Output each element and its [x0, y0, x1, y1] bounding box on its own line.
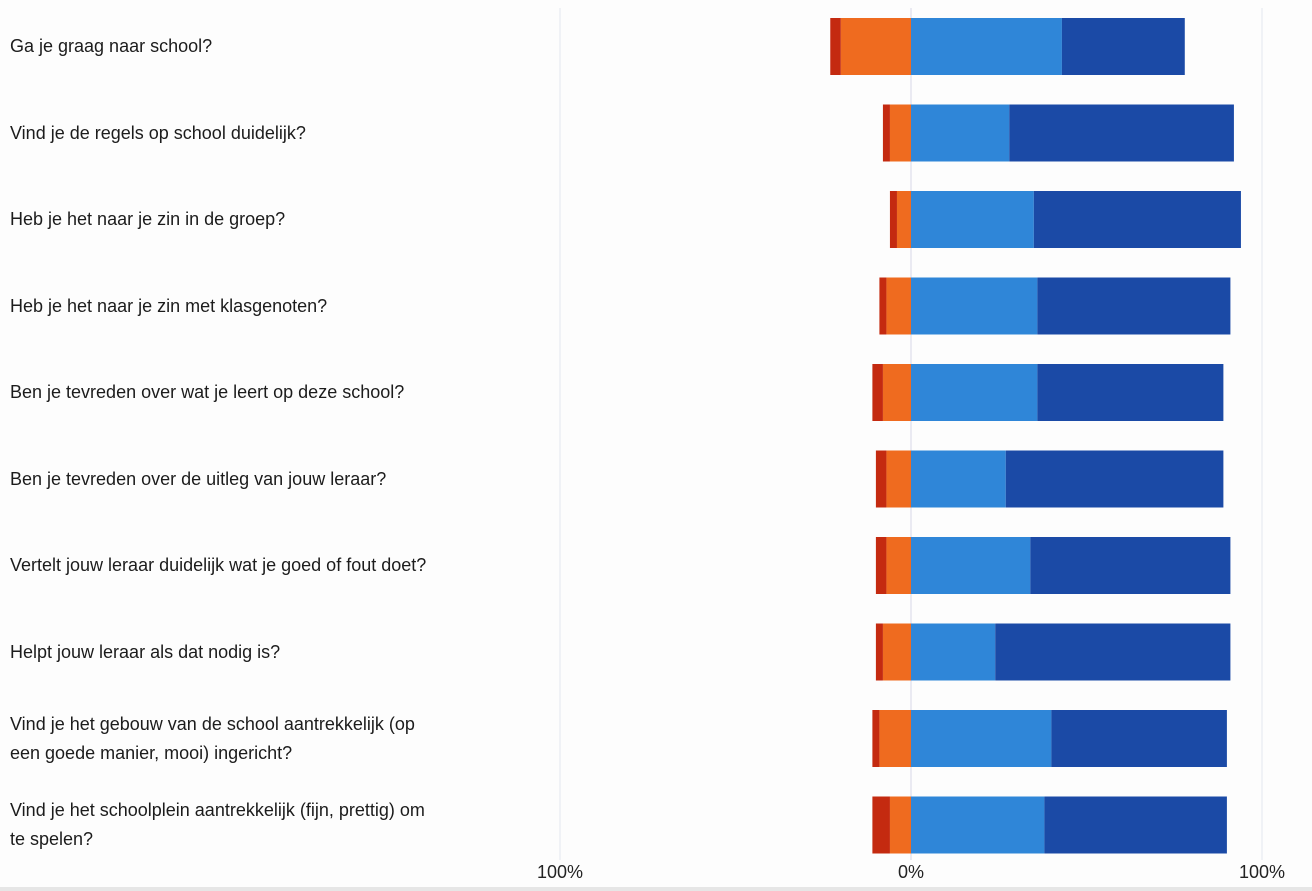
bar-segment-very-negative: [889, 191, 897, 248]
question-label: Heb je het naar je zin in de groep?: [10, 209, 286, 229]
bar-segment-very-positive: [995, 623, 1231, 681]
bar-segment-very-positive: [1009, 104, 1234, 162]
bar-segment-negative: [889, 104, 911, 162]
bar-segment-positive: [911, 277, 1038, 335]
question-label: Ga je graag naar school?: [10, 36, 213, 56]
bar-segment-negative: [882, 364, 911, 421]
bar-segment-very-negative: [830, 18, 841, 75]
bar-segment-very-positive: [1051, 710, 1227, 767]
bar-segment-very-negative: [875, 450, 887, 508]
bar-segment-positive: [911, 623, 996, 681]
bar-segment-negative: [879, 710, 911, 767]
bar-segment-negative: [886, 450, 911, 508]
question-label: Vind je de regels op school duidelijk?: [10, 122, 306, 143]
bar-segment-positive: [911, 450, 1006, 508]
bar-segment-negative: [882, 623, 911, 681]
bar-segment-negative: [886, 537, 911, 594]
bar-segment-very-negative: [879, 277, 887, 335]
bar-segment-negative: [840, 18, 911, 75]
question-label: Vertelt jouw leraar duidelijk wat je goe…: [10, 555, 427, 575]
bar-segment-very-negative: [872, 364, 883, 421]
bar-segment-very-negative: [872, 796, 890, 854]
x-tick-label: 100%: [1238, 862, 1286, 882]
bar-segment-positive: [911, 796, 1045, 854]
bar-segment-very-positive: [1005, 450, 1224, 508]
bar-segment-positive: [911, 537, 1031, 594]
bar-segment-very-positive: [1044, 796, 1227, 854]
bar-segment-very-positive: [1061, 18, 1185, 75]
bar-segment-very-negative: [872, 710, 880, 767]
question-label: Vind je het schoolplein aantrekkelijk (f…: [10, 800, 425, 849]
question-label: Ben je tevreden over de uitleg van jouw …: [10, 468, 387, 489]
x-tick-label: 100%: [536, 862, 584, 882]
bar-segment-negative: [889, 796, 911, 854]
bar-segment-very-positive: [1037, 364, 1224, 421]
bar-segment-very-positive: [1033, 191, 1241, 248]
bar-segment-positive: [911, 104, 1010, 162]
question-label: Ben je tevreden over wat je leert op dez…: [10, 382, 405, 402]
bar-segment-positive: [911, 710, 1052, 767]
bar-segment-very-positive: [1030, 537, 1231, 594]
bar-segment-very-negative: [882, 104, 890, 162]
question-label: Vind je het gebouw van de school aantrek…: [10, 713, 415, 763]
bar-segment-positive: [911, 191, 1034, 248]
question-label: Helpt jouw leraar als dat nodig is?: [10, 641, 281, 662]
x-tick-label: 0%: [897, 862, 925, 882]
bar-segment-very-negative: [875, 537, 887, 594]
bar-segment-negative: [896, 191, 911, 248]
bar-segment-very-negative: [875, 623, 883, 681]
bottom-edge: [0, 887, 1312, 891]
bar-segment-positive: [911, 364, 1038, 421]
question-label: Heb je het naar je zin met klasgenoten?: [10, 295, 328, 316]
bar-segment-very-positive: [1037, 277, 1231, 335]
bar-segment-negative: [886, 277, 911, 335]
bar-segment-positive: [911, 18, 1062, 75]
